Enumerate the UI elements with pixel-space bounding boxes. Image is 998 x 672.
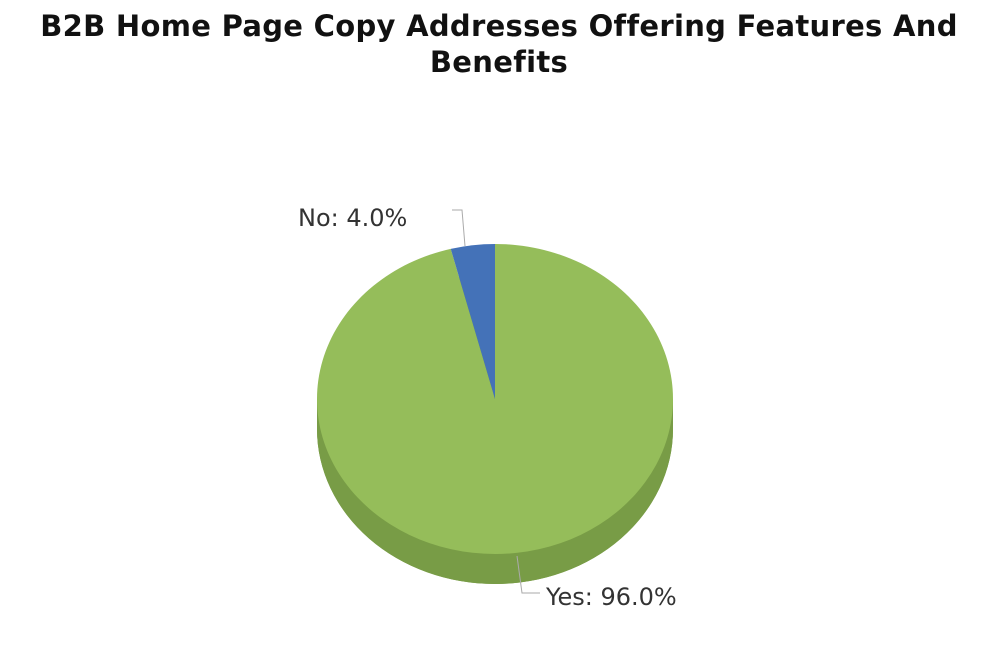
data-label-yes: Yes: 96.0% (545, 583, 677, 611)
pie-slice-yes[interactable] (317, 244, 674, 554)
data-label-no: No: 4.0% (298, 204, 407, 232)
leader-line-no (452, 209, 466, 247)
leader-line-yes (516, 555, 540, 594)
chart-title: B2B Home Page Copy Addresses Offering Fe… (40, 9, 958, 79)
pie-slice-no[interactable] (450, 244, 495, 399)
